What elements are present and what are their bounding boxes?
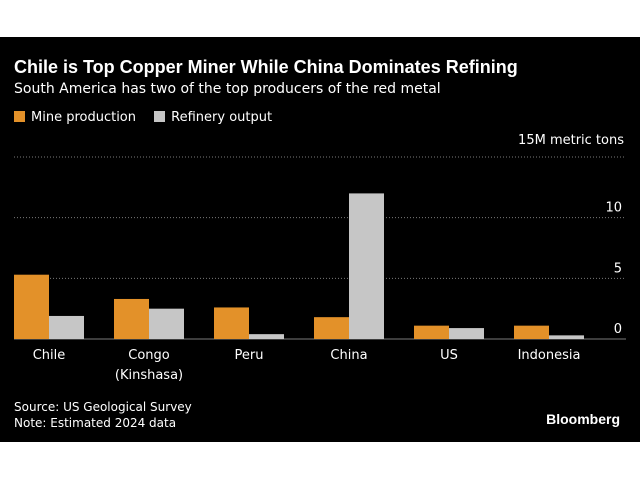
y-axis-unit-label: 15M metric tons xyxy=(518,133,624,148)
y-tick-label-0: 0 xyxy=(614,322,622,337)
bar-refinery-4 xyxy=(449,328,484,339)
legend-label-refinery: Refinery output xyxy=(171,110,273,125)
x-tick-label-4: US xyxy=(440,348,458,363)
chart-panel: Chile is Top Copper Miner While China Do… xyxy=(0,37,640,442)
bar-refinery-5 xyxy=(549,335,584,339)
x-tick-label-2: Peru xyxy=(235,348,264,363)
legend-item-refinery: Refinery output xyxy=(154,110,272,125)
x-tick-label-3: China xyxy=(330,348,367,363)
bar-mine-1 xyxy=(114,298,149,339)
bar-mine-0 xyxy=(14,274,49,339)
bar-mine-5 xyxy=(514,325,549,339)
legend-swatch-refinery xyxy=(154,111,166,122)
bar-refinery-3 xyxy=(349,193,384,339)
bar-refinery-1 xyxy=(149,308,184,339)
bar-mine-4 xyxy=(414,325,449,339)
legend-item-mine: Mine production xyxy=(14,110,136,125)
data-note: Note: Estimated 2024 data xyxy=(14,416,177,430)
y-tick-label-5: 5 xyxy=(614,261,622,276)
legend: Mine production Refinery output xyxy=(14,110,286,128)
bar-chart: 10 5 0 Chile Congo (Kinshasa) Peru China US Indon… xyxy=(14,156,626,383)
x-tick-label-1: Congo (Kinshasa) xyxy=(115,348,183,383)
y-tick-label-10: 10 xyxy=(605,201,622,216)
x-tick-label-0: Chile xyxy=(33,348,66,363)
chart-subtitle: South America has two of the top produce… xyxy=(14,81,441,97)
legend-swatch-mine xyxy=(14,111,25,122)
x-tick-label-5: Indonesia xyxy=(518,348,581,363)
source-note: Source: US Geological Survey xyxy=(14,400,192,414)
bar-refinery-0 xyxy=(49,315,84,339)
legend-label-mine: Mine production xyxy=(31,110,137,125)
bar-mine-2 xyxy=(214,307,249,339)
bar-mine-3 xyxy=(314,317,349,339)
bloomberg-logo: Bloomberg xyxy=(546,411,620,427)
bar-refinery-2 xyxy=(249,334,284,339)
chart-title: Chile is Top Copper Miner While China Do… xyxy=(14,57,518,77)
